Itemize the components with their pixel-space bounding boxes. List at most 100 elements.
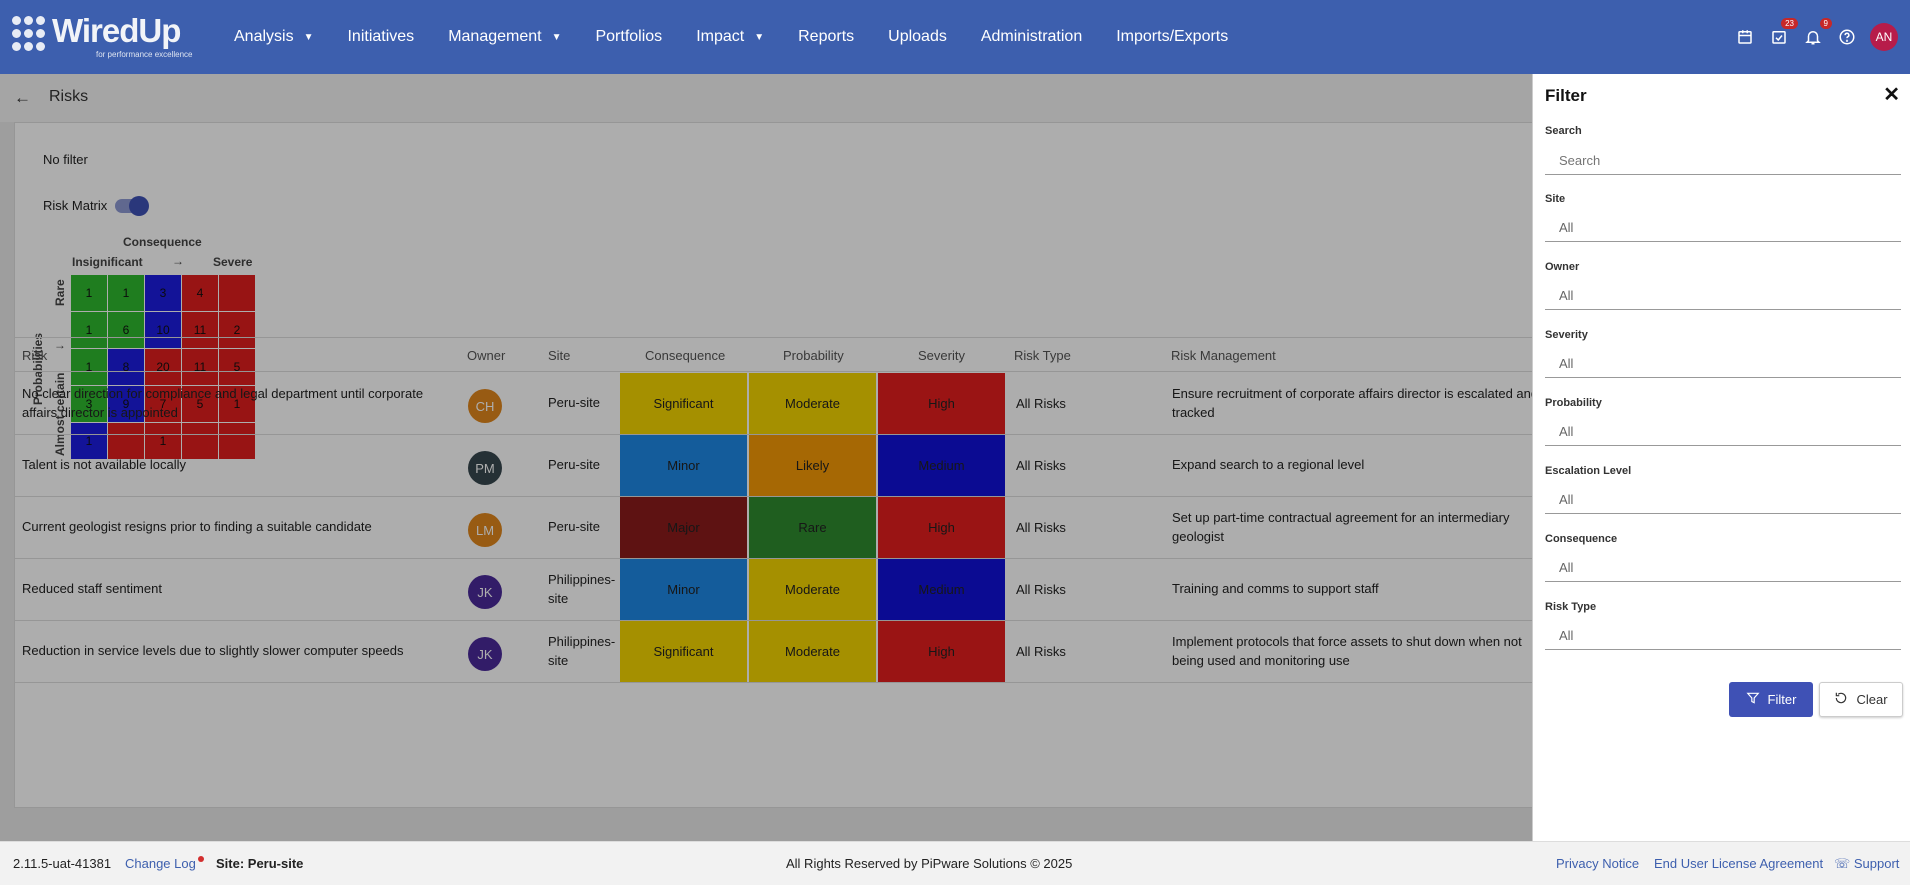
table-row[interactable]: Reduced staff sentiment JK Philippines-sit… [14,559,1894,621]
table-row[interactable]: Reduction in service levels due to sligh… [14,621,1894,683]
tasks-badge: 23 [1781,18,1798,29]
filter-select[interactable]: All [1545,418,1901,446]
search-label: Search [1545,125,1582,137]
risk-matrix-toggle[interactable] [115,196,149,216]
filter-select[interactable]: All [1545,350,1901,378]
col-risk-type[interactable]: Risk Type [1014,348,1071,363]
owner-avatar: JK [468,575,502,609]
privacy-notice-link[interactable]: Privacy Notice [1556,856,1640,871]
site-name: Philippines-site [548,572,616,606]
col-risk[interactable]: Risk [22,348,48,363]
filter-select[interactable]: All [1545,554,1901,582]
wiredup-logo[interactable]: WiredUp for performance excellence [12,12,202,62]
consequence-label: Consequence [123,235,202,249]
filter-button[interactable]: Filter [1729,682,1813,717]
matrix-cell[interactable]: 10 [145,312,181,348]
filter-select[interactable]: All [1545,486,1901,514]
matrix-cell[interactable] [219,275,255,311]
col-severity[interactable]: Severity [918,348,965,363]
matrix-cell[interactable] [219,423,255,459]
table-row[interactable]: Talent is not available locally PM Peru-si… [14,435,1894,497]
matrix-cell[interactable]: 1 [71,349,107,385]
filter-field-label: Consequence [1545,533,1618,545]
risk-management: Implement protocols that force assets to… [1172,634,1522,668]
nav-administration[interactable]: Administration [980,28,1083,45]
change-log-link[interactable]: Change Log [125,856,204,871]
risk-management: Set up part-time contractual agreement f… [1172,510,1510,544]
matrix-cell[interactable]: 11 [182,349,218,385]
matrix-cell[interactable]: 1 [71,423,107,459]
nav-impact[interactable]: Impact ▼ [696,28,765,45]
matrix-cell[interactable]: 3 [145,275,181,311]
main-nav: Analysis ▼ Initiatives Management ▼ Portfo… [234,0,1262,74]
matrix-cell[interactable]: 6 [108,312,144,348]
matrix-cell[interactable]: 1 [71,312,107,348]
col-probability[interactable]: Probability [783,348,844,363]
matrix-cell[interactable]: 11 [182,312,218,348]
owner-avatar: CH [468,389,502,423]
nav-initiatives[interactable]: Initiatives [347,28,415,45]
top-navigation-bar: WiredUp for performance excellence Analy… [0,0,1910,74]
nav-analysis[interactable]: Analysis ▼ [234,28,314,45]
filter-title: Filter [1545,86,1587,105]
risk-title: No clear direction for compliance and le… [22,386,424,420]
matrix-cell[interactable]: 4 [182,275,218,311]
matrix-cell[interactable]: 5 [219,349,255,385]
nav-management[interactable]: Management ▼ [448,28,562,45]
severity-badge: Medium [878,559,1005,620]
matrix-cell[interactable]: 1 [145,423,181,459]
matrix-cell[interactable]: 7 [145,386,181,422]
risk-type: All Risks [1016,644,1066,659]
consequence-badge: Minor [620,559,747,620]
consequence-badge: Minor [620,435,747,496]
copyright: All Rights Reserved by PiPware Solutions… [786,856,1073,871]
nav-imports-exports[interactable]: Imports/Exports [1116,28,1229,45]
matrix-cell[interactable]: 1 [219,386,255,422]
matrix-cell[interactable]: 20 [145,349,181,385]
nav-portfolios[interactable]: Portfolios [595,28,663,45]
user-avatar[interactable]: AN [1870,23,1898,51]
probability-badge: Moderate [749,373,876,434]
filter-field-label: Owner [1545,261,1580,273]
matrix-cell[interactable]: 1 [108,275,144,311]
matrix-cell[interactable]: 5 [182,386,218,422]
filter-select[interactable]: All [1545,622,1901,650]
tasks-icon[interactable]: 23 [1768,18,1798,48]
search-input[interactable] [1545,147,1901,175]
eula-link[interactable]: End User License Agreement [1654,856,1824,871]
col-site[interactable]: Site [548,348,571,363]
matrix-cell[interactable]: 9 [108,386,144,422]
site-name: Peru-site [548,457,601,472]
caret-down-icon: ▼ [754,31,765,43]
filter-select[interactable]: All [1545,282,1901,310]
nav-reports[interactable]: Reports [798,28,855,45]
consequence-badge: Significant [620,621,747,682]
nav-uploads[interactable]: Uploads [888,28,947,45]
table-row[interactable]: Current geologist resigns prior to findi… [14,497,1894,559]
calendar-icon[interactable] [1734,26,1756,48]
matrix-cell[interactable] [108,423,144,459]
risk-type: All Risks [1016,458,1066,473]
matrix-cell[interactable] [182,423,218,459]
filter-status: No filter [43,152,88,167]
close-icon[interactable]: ✕ [1883,84,1900,106]
col-owner[interactable]: Owner [467,348,506,363]
page-title: Risks [49,88,89,105]
support-link[interactable]: ☏ Support [1834,856,1900,871]
matrix-cell[interactable]: 8 [108,349,144,385]
matrix-cell[interactable]: 2 [219,312,255,348]
col-risk-management[interactable]: Risk Management [1171,348,1276,363]
back-arrow-icon[interactable]: ← [14,88,31,107]
filter-select[interactable]: All [1545,214,1901,242]
table-header: Risk Owner Site Consequence Probability … [14,337,1894,372]
matrix-cell[interactable]: 1 [71,275,107,311]
risk-management: Expand search to a regional level [1172,457,1365,472]
help-icon[interactable] [1836,26,1858,48]
bell-icon[interactable]: 9 [1802,18,1832,48]
clear-button[interactable]: Clear [1819,682,1903,717]
col-consequence[interactable]: Consequence [645,348,726,363]
table-row[interactable]: No clear direction for compliance and le… [14,373,1894,435]
probability-badge: Rare [749,497,876,558]
matrix-cell[interactable]: 3 [71,386,107,422]
brand-tagline: for performance excellence [96,50,193,59]
